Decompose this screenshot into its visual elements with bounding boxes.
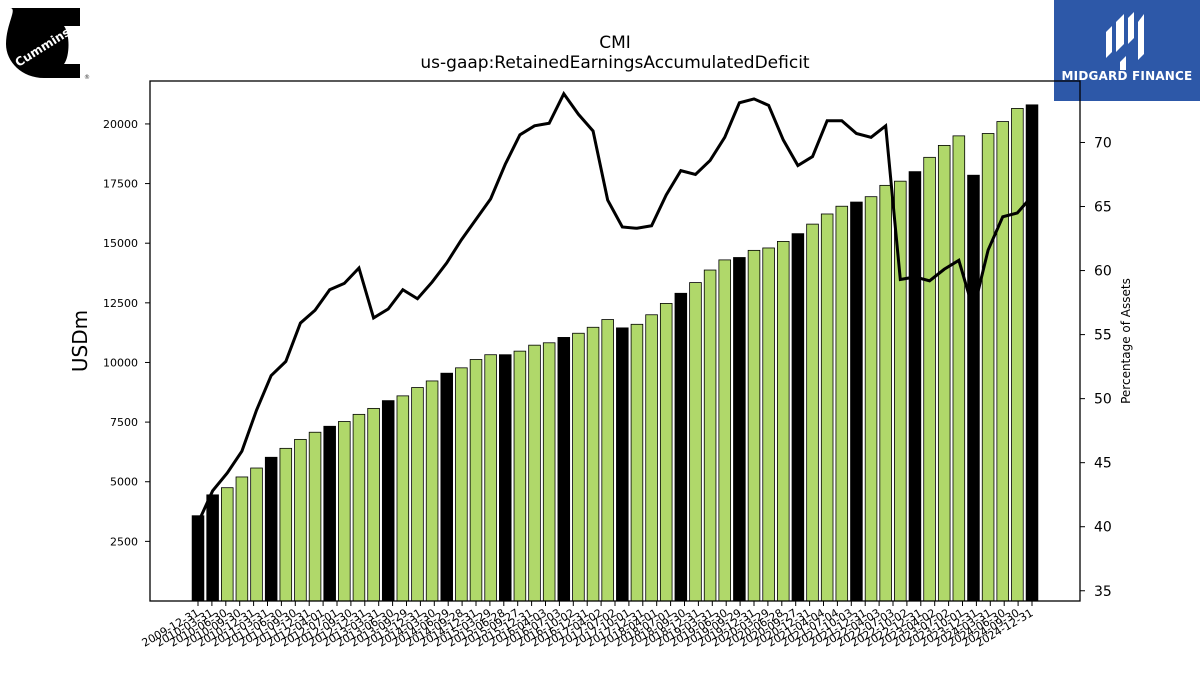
y-tick-label: 2500 [110,535,138,548]
y2-tick-label: 45 [1094,456,1112,472]
bar [630,323,644,602]
bar [381,400,395,602]
bars [191,104,1039,602]
bar [762,247,775,602]
y2-tick-label: 55 [1094,328,1112,344]
y2-axis-label: Percentage of Assets [1119,278,1133,404]
y-tick-label: 10000 [103,356,138,369]
bar [659,303,673,602]
bar [294,438,307,602]
y2-tick-label: 70 [1094,135,1112,151]
bar [572,332,585,602]
bar [791,233,805,602]
bar [528,344,541,602]
bar [908,171,922,602]
bar [601,319,614,602]
midgard-finance-logo: MIDGARD FINANCE [1054,0,1200,101]
bar [703,269,717,602]
plot-frame [149,80,1081,602]
y2-tick-label: 35 [1094,584,1112,600]
y2-tick-label: 50 [1094,392,1112,408]
y-axis-label: USDm [68,310,92,372]
bar [440,372,453,602]
bar [1011,108,1024,602]
chart-subtitle: us-gaap:RetainedEarningsAccumulatedDefic… [420,53,810,73]
bar [396,395,410,602]
bar [806,223,819,602]
bar [352,413,366,602]
bar [279,447,293,602]
bar [850,201,863,602]
bar [616,327,629,602]
bar [1025,104,1039,602]
y2-tick-label: 60 [1094,264,1112,280]
y-axis-right: 35 40 45 50 55 60 65 70 [1080,135,1112,600]
bar [747,249,761,602]
bar [469,359,483,602]
chart-title: CMI [599,33,631,53]
bar [323,425,336,602]
bar [425,380,439,602]
y-tick-label: 5000 [110,476,138,489]
bar [557,337,571,602]
bar [367,407,380,602]
bar [645,314,658,602]
y2-tick-label: 40 [1094,520,1112,536]
bar [455,367,468,602]
bar [206,494,219,602]
y-tick-label: 7500 [110,416,138,429]
brand-text: MIDGARD FINANCE [1061,69,1193,83]
y-tick-label: 15000 [103,237,138,250]
bar [981,133,995,602]
bar [586,326,600,602]
bar [967,174,980,602]
bar [338,421,351,602]
cummins-logo: Cummins ® [4,4,90,82]
bar [513,350,527,602]
bar [835,205,849,602]
bar [221,487,234,602]
bar [411,387,424,602]
registered-mark-icon: ® [84,74,90,81]
y-axis-left: 2500 5000 7500 10000 12500 15000 17500 20000 [103,118,150,548]
bar [674,292,688,602]
bar [996,121,1009,602]
y-tick-label: 12500 [103,297,138,310]
bar [777,241,790,602]
bar [308,431,322,602]
bar [499,354,512,602]
bar [484,354,497,602]
bar [937,144,951,602]
bar [718,259,731,602]
bar [235,476,249,602]
bar [542,342,556,602]
bar [191,515,205,602]
y-tick-label: 20000 [103,118,138,131]
x-axis: 2009-12-312010-03-312010-06-302010-09-30… [140,601,1036,650]
y-tick-label: 17500 [103,178,138,191]
bar [820,213,834,602]
bar [264,456,278,602]
bar [923,156,936,602]
bar [952,135,966,602]
bar [733,257,746,602]
bar [689,282,702,602]
percentage-line [196,90,1034,524]
bar [864,196,878,602]
bar [250,467,263,602]
bar [879,184,892,602]
y2-tick-label: 65 [1094,200,1112,216]
